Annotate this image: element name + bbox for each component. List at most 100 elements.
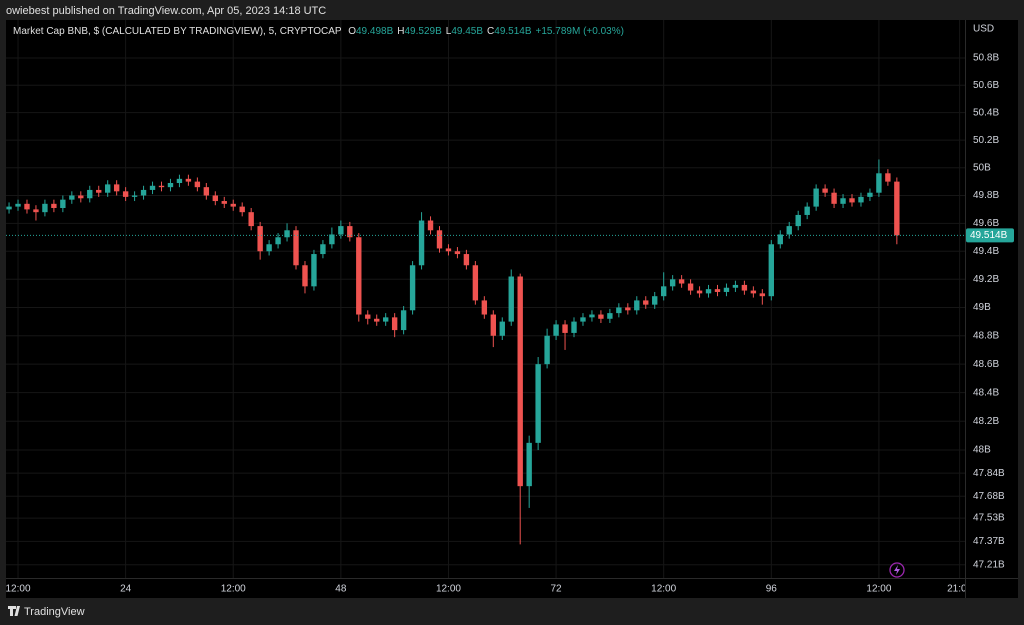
candle-body: [275, 237, 281, 245]
ohlc-value: 49.498B: [356, 26, 394, 37]
candle-body: [203, 187, 210, 196]
candle-body: [723, 287, 730, 292]
currency: USD: [973, 24, 994, 35]
candle-body: [158, 185, 165, 188]
candle-body: [454, 251, 461, 255]
candle-body: [365, 314, 371, 319]
y-tick-label: 49.2B: [973, 274, 999, 285]
candle-body: [669, 279, 676, 287]
candle-body: [867, 192, 873, 197]
candle-body: [589, 314, 595, 318]
candle-body: [347, 226, 353, 238]
candle-body: [535, 364, 541, 443]
candle-body: [885, 173, 891, 182]
candle-body: [490, 314, 496, 336]
ohlc-key: H: [397, 26, 404, 37]
y-tick-label: 47.21B: [973, 559, 1005, 570]
y-tick-label: 47.53B: [973, 513, 1005, 524]
y-tick-label: 49.8B: [973, 190, 999, 201]
candle-body: [625, 307, 631, 311]
candle-body: [311, 254, 317, 287]
candle-body: [248, 212, 254, 227]
candle-body: [356, 237, 362, 315]
lightning-icon: [889, 562, 905, 578]
candle-body: [472, 265, 479, 301]
time-axis: 12:00 24 12:00 48 12:00 72 12:00 96 12:00 21:00: [6, 584, 965, 595]
candle-body: [499, 321, 505, 336]
candle-body: [194, 181, 201, 188]
candle-body: [813, 188, 819, 207]
y-tick-label: 48.4B: [973, 387, 999, 398]
publisher: owiebest published on TradingView.com, A…: [6, 5, 326, 17]
candle-body: [562, 324, 568, 333]
candle-body: [6, 206, 12, 210]
last-price-box: [966, 228, 1014, 243]
candle-body: [616, 307, 622, 314]
last-price-label: 49.514B: [970, 230, 1008, 241]
candle-body: [678, 279, 685, 284]
candle-body: [822, 188, 828, 193]
candle-body: [804, 206, 810, 215]
candle-body: [122, 191, 129, 197]
y-tick-label: 50.2B: [973, 135, 999, 146]
candle-body: [15, 203, 21, 207]
candle-body: [113, 184, 120, 192]
candle-body: [660, 286, 667, 297]
x-tick-label: 12:00: [866, 584, 891, 595]
candle-body: [185, 178, 192, 182]
candle-body: [69, 195, 75, 200]
change: +15.789M (+0.03%): [536, 26, 624, 37]
y-tick-label: 49.6B: [973, 218, 999, 229]
candle-body: [445, 248, 452, 252]
y-tick-label: 50.8B: [973, 53, 999, 64]
ohlc-value: 49.514B: [494, 26, 532, 37]
candle-body: [293, 230, 299, 266]
x-tick-label: 12:00: [6, 584, 31, 595]
candle-body: [302, 265, 308, 287]
candle-body: [750, 290, 757, 294]
candle-body: [212, 195, 218, 202]
x-tick-label: 12:00: [436, 584, 461, 595]
ohlc-key: O: [348, 26, 356, 37]
candle-body: [33, 209, 39, 213]
candle-body: [840, 198, 846, 204]
candle-body: [849, 198, 855, 203]
candle-body: [24, 203, 30, 210]
candle-body: [768, 244, 774, 297]
candle-body: [643, 300, 649, 305]
candle-body: [795, 214, 801, 227]
x-tick-label: 24: [120, 584, 132, 595]
candle-body: [858, 196, 864, 203]
candle-body: [714, 289, 721, 292]
candle-body: [894, 181, 900, 236]
candle-body: [149, 185, 156, 190]
y-tick-label: 50B: [973, 162, 991, 173]
candle-body: [741, 284, 748, 291]
candle-body: [140, 189, 147, 196]
candle-body: [105, 184, 111, 193]
candle-body: [60, 199, 66, 208]
brand: TradingView: [24, 606, 85, 618]
candle-body: [831, 192, 837, 204]
candle-body: [759, 293, 766, 297]
candle-body: [284, 230, 290, 238]
candle-body: [687, 283, 694, 291]
candle-body: [51, 203, 57, 208]
candle-body: [517, 276, 523, 487]
candle-body: [42, 203, 48, 213]
candle-body: [257, 226, 263, 252]
grid: [6, 20, 965, 578]
x-tick-label: 48: [335, 584, 347, 595]
candle-body: [544, 335, 550, 365]
candle-body: [436, 230, 443, 249]
candle-body: [400, 310, 407, 331]
candle-body: [427, 220, 434, 231]
x-tick-label: 72: [551, 584, 563, 595]
y-tick-label: 48.2B: [973, 416, 999, 427]
candle-body: [87, 189, 93, 199]
candle-body: [732, 284, 739, 288]
candle-body: [607, 313, 613, 319]
y-tick-label: 49B: [973, 302, 991, 313]
x-tick-label: 96: [766, 584, 778, 595]
